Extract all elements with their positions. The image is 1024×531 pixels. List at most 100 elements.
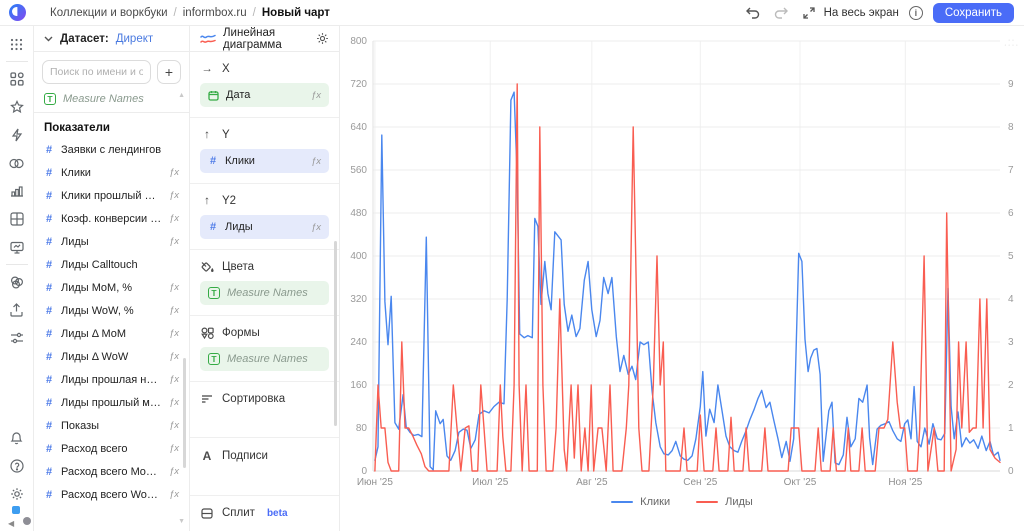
collections-icon[interactable] <box>4 66 30 92</box>
measure-field-row[interactable]: # Лиды Calltouch <box>34 253 189 276</box>
measure-field-row[interactable]: # Коэф. конверсии в л... ƒx <box>34 207 189 230</box>
reports-monitor-icon[interactable] <box>4 234 30 260</box>
measure-field-row[interactable]: # Лиды ƒx <box>34 230 189 253</box>
connections-bolt-icon[interactable] <box>4 122 30 148</box>
favorites-star-icon[interactable] <box>4 94 30 120</box>
info-icon[interactable]: i <box>908 5 923 20</box>
y2-field-pill[interactable]: # Лиды ƒx <box>200 215 329 239</box>
x-axis-arrow-icon: → <box>201 63 213 75</box>
legend-swatch <box>696 501 719 503</box>
dashboards-icon[interactable] <box>4 206 30 232</box>
notifications-bell-icon[interactable] <box>4 425 30 451</box>
measure-field-name: Клики прошлый мес... <box>61 189 162 202</box>
undo-icon[interactable] <box>744 4 762 22</box>
legend-item-leads[interactable]: Лиды <box>696 496 753 508</box>
measure-names-label: Measure Names <box>63 93 144 105</box>
breadcrumb: Коллекции и воркбуки / informbox.ru / Но… <box>50 7 330 19</box>
svg-text:7: 7 <box>1008 165 1014 176</box>
fields-scrollbar[interactable] <box>183 358 186 468</box>
section-labels: A Подписи <box>190 438 339 496</box>
scroll-up-icon[interactable]: ▲ <box>178 92 185 99</box>
measure-field-row[interactable]: # Расход всего ƒx <box>34 437 189 460</box>
breadcrumb-workbook[interactable]: informbox.ru <box>182 6 247 19</box>
breadcrumb-separator: / <box>252 6 256 19</box>
section-labels-title: Подписи <box>222 450 268 462</box>
measure-field-row[interactable]: # Лиды прошлая неде... ƒx <box>34 368 189 391</box>
breadcrumb-collections[interactable]: Коллекции и воркбуки <box>50 6 168 19</box>
measure-field-name: Лиды Δ WoW <box>61 350 129 363</box>
section-split: Сплит beta <box>190 496 339 531</box>
chart-preview-pane: 0 80 160 240 320 400 480 560 640 720 800 0 1 2 3 4 5 6 7 8 9… <box>340 26 1024 531</box>
svg-text:160: 160 <box>350 380 367 391</box>
save-button[interactable]: Сохранить <box>932 2 1014 23</box>
charts-icon[interactable] <box>4 178 30 204</box>
chevron-down-icon[interactable] <box>44 36 53 42</box>
fullscreen-button[interactable]: На весь экран <box>823 6 899 19</box>
legend-item-clicks[interactable]: Клики <box>611 496 670 508</box>
expand-icon[interactable] <box>800 4 818 22</box>
shapes-field-pill[interactable]: T Measure Names <box>200 347 329 371</box>
redo-icon[interactable] <box>772 4 790 22</box>
colors-field-pill[interactable]: T Measure Names <box>200 281 329 305</box>
measure-field-row[interactable]: # Расход всего WoW, % ƒx <box>34 483 189 505</box>
measure-field-row[interactable]: # Лиды Δ MoM ƒx <box>34 322 189 345</box>
svg-text:5: 5 <box>1008 251 1014 262</box>
formula-icon: ƒx <box>168 167 179 178</box>
measure-field-row[interactable]: # Лиды MoM, % ƒx <box>34 276 189 299</box>
measure-field-name: Лиды прошлый месяц <box>61 396 162 409</box>
formula-icon: ƒx <box>168 466 179 477</box>
measure-field-name: Расход всего <box>61 442 128 455</box>
chart-settings-gear-icon[interactable] <box>316 32 329 45</box>
x-field-pill[interactable]: Дата ƒx <box>200 83 329 107</box>
y-field-pill[interactable]: # Клики ƒx <box>200 149 329 173</box>
breadcrumb-separator: / <box>173 6 177 19</box>
formula-icon: ƒx <box>168 351 179 362</box>
number-type-icon: # <box>45 258 53 271</box>
svg-text:Ноя '25: Ноя '25 <box>888 477 922 488</box>
line-chart-icon <box>200 33 216 44</box>
line-chart[interactable]: 0 80 160 240 320 400 480 560 640 720 800 0 1 2 3 4 5 6 7 8 9… <box>340 26 1024 492</box>
measure-field-row[interactable]: # Клики ƒx <box>34 161 189 184</box>
measure-field-row[interactable]: # Лиды прошлый месяц ƒx <box>34 391 189 414</box>
section-y-title: Y <box>222 129 230 141</box>
rail-divider <box>5 264 28 265</box>
formula-icon: ƒx <box>168 213 179 224</box>
measure-field-row[interactable]: # Клики прошлый мес... ƒx <box>34 184 189 207</box>
chart-type-label[interactable]: Линейная диаграмма <box>223 26 282 51</box>
datasets-icon[interactable] <box>4 150 30 176</box>
measure-field-row[interactable]: # Показы ƒx <box>34 414 189 437</box>
settings-sliders-icon[interactable] <box>4 325 30 351</box>
add-field-button[interactable]: + <box>157 60 181 84</box>
formula-icon: ƒx <box>310 221 321 233</box>
number-type-icon: # <box>209 221 217 233</box>
apps-grid-icon[interactable] <box>4 31 30 57</box>
measure-field-row[interactable]: # Заявки с лендингов <box>34 138 189 161</box>
measure-field-row[interactable]: # Лиды Δ WoW ƒx <box>34 345 189 368</box>
field-search-input[interactable] <box>42 60 151 84</box>
collapse-panel-icon[interactable]: ◀ <box>8 519 15 528</box>
y2-axis-arrow-icon: ↑ <box>204 195 210 207</box>
settings-gear-icon[interactable] <box>4 481 30 507</box>
services-icon[interactable] <box>4 269 30 295</box>
svg-text:1: 1 <box>1008 423 1014 434</box>
measure-field-name: Расход всего MoM, % <box>61 465 162 478</box>
measure-names-field[interactable]: T Measure Names <box>34 88 189 112</box>
beta-badge: beta <box>266 507 288 519</box>
config-scrollbar[interactable] <box>334 241 337 426</box>
help-icon[interactable] <box>4 453 30 479</box>
measure-field-row[interactable]: # Расход всего MoM, % ƒx <box>34 460 189 483</box>
legend-swatch <box>611 501 634 503</box>
svg-text:560: 560 <box>350 165 367 176</box>
y-field-name: Клики <box>225 155 255 167</box>
datalens-logo-icon[interactable] <box>9 4 26 21</box>
number-type-icon: # <box>209 155 217 167</box>
measure-field-name: Лиды MoM, % <box>61 281 133 294</box>
chart-menu-dots-icon[interactable]: ∙ ∙ ∙ ∙ ∙ ∙ <box>1004 37 1018 49</box>
shapes-icon <box>200 327 214 339</box>
measure-field-name: Лиды прошлая неде... <box>61 373 162 386</box>
export-icon[interactable] <box>4 297 30 323</box>
number-type-icon: # <box>45 419 53 432</box>
scroll-down-icon[interactable]: ▼ <box>178 518 185 525</box>
dataset-name-link[interactable]: Директ <box>115 32 154 45</box>
measure-field-row[interactable]: # Лиды WoW, % ƒx <box>34 299 189 322</box>
